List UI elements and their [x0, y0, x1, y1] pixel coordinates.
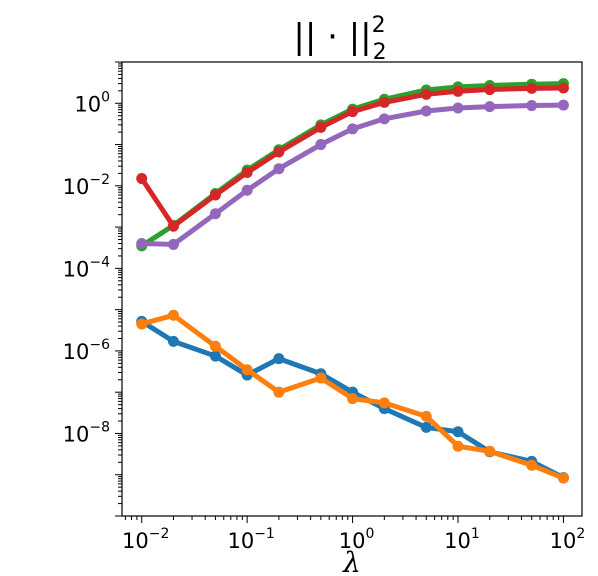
- series-4-point-10: [484, 445, 496, 457]
- y-tick-label-0: 100: [74, 89, 110, 116]
- series-2-point-2: [209, 208, 221, 220]
- axes: 10−2 10−1 100 101 102 100 10−2 10−4 10−6 10−8: [63, 61, 586, 553]
- series-3-point-8: [420, 421, 432, 433]
- series-4-point-4: [273, 386, 285, 398]
- series-2-point-4: [273, 163, 285, 175]
- series-4-point-6: [347, 393, 359, 405]
- series-2-point-10: [484, 101, 496, 113]
- series-2-point-7: [378, 113, 390, 125]
- series-2-point-12: [557, 99, 569, 111]
- x-tick-label-1: 10−1: [227, 526, 274, 553]
- series-1-point-8: [420, 88, 432, 100]
- series-2-point-9: [452, 102, 464, 114]
- series-1-point-12: [557, 82, 569, 94]
- series-1-point-5: [315, 121, 327, 133]
- series-4-point-8: [420, 410, 432, 422]
- series-2-point-5: [315, 139, 327, 151]
- series-4-point-7: [378, 397, 390, 409]
- x-tick-label-2: 100: [339, 526, 375, 553]
- series-2-point-1: [167, 238, 179, 250]
- series-4-point-3: [241, 364, 253, 376]
- series-1-point-10: [484, 84, 496, 96]
- series-1-point-4: [273, 146, 285, 158]
- x-tick-label-3: 101: [444, 526, 480, 553]
- series-3-point-2: [209, 350, 221, 362]
- series-4: [136, 309, 569, 484]
- series-4-point-5: [315, 372, 327, 384]
- x-axis-label: λ: [342, 546, 361, 576]
- series-1-point-9: [452, 85, 464, 97]
- series-3-point-1: [167, 335, 179, 347]
- series-1: [136, 82, 569, 232]
- series-1-point-1: [167, 220, 179, 232]
- series-2-point-3: [241, 184, 253, 196]
- y-tick-label-1: 10−2: [63, 172, 110, 199]
- plot-marks: [136, 78, 569, 484]
- series-4-point-2: [209, 340, 221, 352]
- series-3-point-4: [273, 353, 285, 365]
- chart-title-sup: 2: [372, 13, 386, 38]
- series-2-point-11: [526, 100, 538, 112]
- chart-title-sub: 2: [373, 40, 387, 65]
- series-1-point-0: [136, 173, 148, 185]
- series-1-point-3: [241, 167, 253, 179]
- series-2-point-6: [347, 123, 359, 135]
- series-1-point-6: [347, 106, 359, 118]
- series-1-point-2: [209, 189, 221, 201]
- series-4-point-9: [452, 440, 464, 452]
- series-2: [136, 99, 569, 250]
- series-4-point-11: [526, 459, 538, 471]
- series-4-point-12: [557, 472, 569, 484]
- series-1-point-7: [378, 96, 390, 108]
- chart-title: || · ||2 2: [293, 13, 386, 65]
- x-tick-label-4: 102: [550, 526, 586, 553]
- series-3-point-9: [452, 426, 464, 438]
- y-tick-label-3: 10−6: [63, 337, 110, 364]
- y-tick-label-4: 10−8: [63, 419, 110, 446]
- x-tick-label-0: 10−2: [122, 526, 169, 553]
- series-1-point-11: [526, 82, 538, 94]
- y-tick-label-2: 10−4: [63, 254, 110, 281]
- plot-frame: [121, 61, 583, 517]
- chart-title-main: || · ||: [293, 17, 371, 57]
- series-2-point-0: [136, 238, 148, 250]
- series-2-point-8: [420, 105, 432, 117]
- series-4-point-1: [167, 309, 179, 321]
- series-4-point-0: [136, 318, 148, 330]
